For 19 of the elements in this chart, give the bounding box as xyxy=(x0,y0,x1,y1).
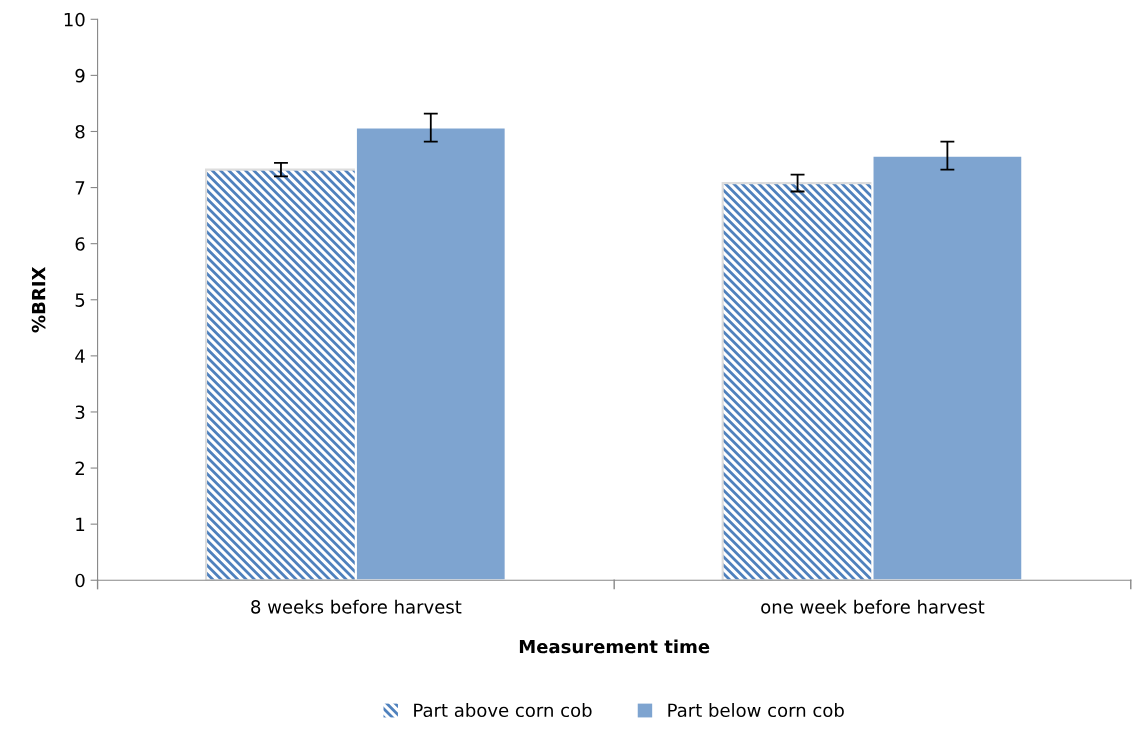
y-tick-label: 6 xyxy=(75,237,85,251)
y-tick-label: 9 xyxy=(75,68,85,83)
x-tick-label: 8 weeks before harvest xyxy=(251,599,462,614)
legend-label: Part below corn cob xyxy=(668,703,844,718)
legend-label: Part above corn cob xyxy=(414,703,592,718)
y-tick-label: 0 xyxy=(75,573,85,588)
x-tick-label: one week before harvest xyxy=(761,599,985,614)
bar xyxy=(354,126,507,581)
y-tick-label: 4 xyxy=(75,349,85,363)
bar xyxy=(871,154,1024,581)
y-tick-label: 3 xyxy=(75,405,85,420)
y-tick-label: 2 xyxy=(75,461,84,475)
y-tick-label: 5 xyxy=(75,293,85,307)
y-axis-title: %BRIX xyxy=(31,266,46,333)
x-axis-title: Measurement time xyxy=(519,639,710,654)
y-tick-label: 10 xyxy=(64,12,85,27)
y-tick-label: 7 xyxy=(75,181,85,195)
y-tick-label: 8 xyxy=(75,124,85,139)
y-tick-label: 1 xyxy=(76,517,85,532)
